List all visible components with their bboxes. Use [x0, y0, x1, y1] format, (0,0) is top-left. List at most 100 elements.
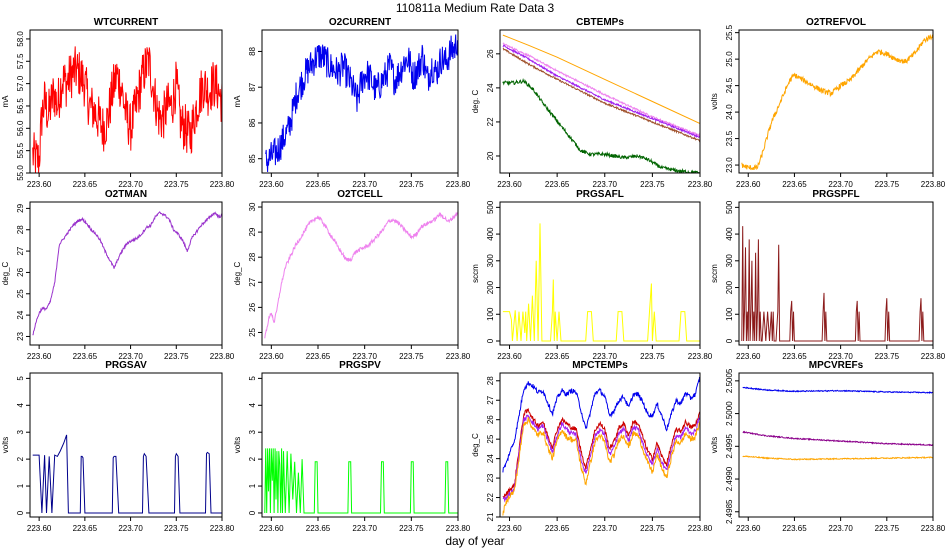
- x-tick-label: 223.80: [446, 524, 471, 533]
- x-tick-label: 223.65: [782, 180, 807, 189]
- y-tick-label: 400: [486, 227, 495, 241]
- y-tick-label: 26: [486, 415, 495, 424]
- y-tick-label: 85: [248, 154, 257, 163]
- chart-title: WTCURRENT: [94, 17, 158, 28]
- y-tick-label: 100: [725, 307, 734, 321]
- x-tick-label: 223.70: [828, 180, 853, 189]
- plot-frame: [29, 29, 223, 174]
- series-line-brown: [502, 47, 700, 143]
- chart-title: O2CURRENT: [329, 17, 391, 28]
- x-tick-label: 223.65: [306, 180, 331, 189]
- y-tick-label: 55.5: [16, 142, 25, 158]
- chart-title: O2TMAN: [105, 189, 147, 200]
- plot-frame: [499, 201, 701, 346]
- x-tick-label: 223.65: [306, 524, 331, 533]
- y-tick-label: 3: [16, 429, 25, 434]
- y-axis-label: deg_C: [471, 433, 480, 457]
- plot-frame: [261, 29, 459, 174]
- series-line-green: [502, 77, 700, 173]
- x-tick-label: 223.75: [164, 180, 189, 189]
- y-tick-label: 20: [486, 151, 495, 160]
- series-line-o2current: [265, 34, 458, 173]
- chart-prgsafl: PRGSAFL 223.60 223.65 223.70 223.75 223.80 0 10…: [471, 189, 713, 361]
- x-tick-label: 223.80: [446, 180, 471, 189]
- series-line-prgsafl: [502, 223, 700, 342]
- x-tick-label: 223.70: [828, 352, 853, 361]
- y-tick-label: 24: [486, 454, 495, 463]
- y-tick-label: 2: [16, 456, 25, 461]
- x-tick-label: 223.70: [593, 524, 618, 533]
- x-tick-label: 223.80: [921, 352, 946, 361]
- chart-title: PRGSAV: [105, 360, 147, 371]
- y-tick-label: 88: [248, 46, 257, 55]
- y-tick-label: 300: [486, 254, 495, 268]
- x-tick-label: 223.75: [640, 524, 665, 533]
- y-tick-label: 27: [486, 395, 495, 404]
- x-tick-label: 223.70: [118, 524, 143, 533]
- y-tick-label: 24.0: [725, 104, 734, 120]
- x-tick-label: 223.80: [446, 352, 471, 361]
- y-tick-label: 24.5: [725, 77, 734, 93]
- series-line-orange: [742, 455, 933, 461]
- series-line-prgspfl: [741, 226, 933, 342]
- series-line-orange: [502, 34, 700, 125]
- chart-title: PRGSPV: [339, 360, 381, 371]
- series-line-purple: [502, 44, 700, 138]
- series-line-purple: [742, 430, 933, 447]
- y-tick-label: 23.0: [725, 157, 734, 173]
- x-tick-label: 223.60: [259, 352, 284, 361]
- x-tick-label: 223.65: [545, 352, 570, 361]
- y-tick-label: 5: [248, 376, 257, 381]
- figure-suptitle: 110811a Medium Rate Data 3: [396, 1, 555, 15]
- y-tick-label: 24: [486, 83, 495, 92]
- x-tick-label: 223.65: [545, 524, 570, 533]
- chart-title: MPCVREFs: [809, 360, 864, 371]
- y-axis-label: mA: [233, 95, 242, 108]
- plot-frame: [499, 372, 701, 518]
- y-tick-label: 2.4985: [725, 499, 734, 524]
- chart-o2trefvol: O2TREFVOL 223.60 223.65 223.70 223.75 223.80 2…: [710, 17, 946, 189]
- x-tick-label: 223.70: [828, 524, 853, 533]
- y-tick-label: 25.5: [725, 24, 734, 40]
- series-line-blue: [742, 386, 933, 395]
- y-tick-label: 25.0: [725, 51, 734, 67]
- chart-o2tman: O2TMAN 223.60 223.65 223.70 223.75 223.80 23 24…: [1, 189, 235, 361]
- y-axis-label: volts: [710, 93, 719, 109]
- x-tick-label: 223.65: [73, 352, 98, 361]
- y-tick-label: 1: [16, 483, 25, 488]
- y-tick-label: 2.4990: [725, 466, 734, 491]
- x-tick-label: 223.60: [736, 524, 761, 533]
- y-tick-label: 500: [725, 200, 734, 214]
- y-tick-label: 1: [248, 483, 257, 488]
- chart-title: CBTEMPs: [576, 17, 624, 28]
- x-tick-label: 223.75: [399, 180, 424, 189]
- series-line-orange: [502, 416, 700, 516]
- series-line-o2trefvol: [741, 33, 933, 171]
- y-tick-label: 28: [248, 252, 257, 261]
- y-tick-label: 86: [248, 118, 257, 127]
- x-tick-label: 223.60: [736, 352, 761, 361]
- y-axis-label: volts: [710, 437, 719, 453]
- x-tick-label: 223.60: [27, 524, 52, 533]
- y-tick-label: 25: [248, 327, 257, 336]
- y-tick-label: 24: [16, 310, 25, 319]
- x-tick-label: 223.70: [593, 180, 618, 189]
- y-tick-label: 2: [248, 456, 257, 461]
- y-tick-label: 23.5: [725, 130, 734, 146]
- y-tick-label: 0: [725, 338, 734, 343]
- x-tick-label: 223.60: [497, 352, 522, 361]
- chart-title: PRGSPFL: [812, 189, 859, 200]
- y-axis-label: volts: [233, 437, 242, 453]
- series-line-o2tman: [32, 211, 222, 336]
- y-tick-label: 200: [725, 280, 734, 294]
- plot-frame: [738, 201, 934, 346]
- y-tick-label: 200: [486, 280, 495, 294]
- x-tick-label: 223.80: [688, 524, 713, 533]
- series-line-purple: [502, 413, 700, 503]
- x-tick-label: 223.70: [352, 180, 377, 189]
- y-tick-label: 25: [486, 434, 495, 443]
- x-tick-label: 223.60: [497, 180, 522, 189]
- chart-o2tcell: O2TCELL 223.60 223.65 223.70 223.75 223.80 25 2…: [233, 189, 471, 361]
- x-tick-label: 223.70: [352, 352, 377, 361]
- y-tick-label: 29: [16, 203, 25, 212]
